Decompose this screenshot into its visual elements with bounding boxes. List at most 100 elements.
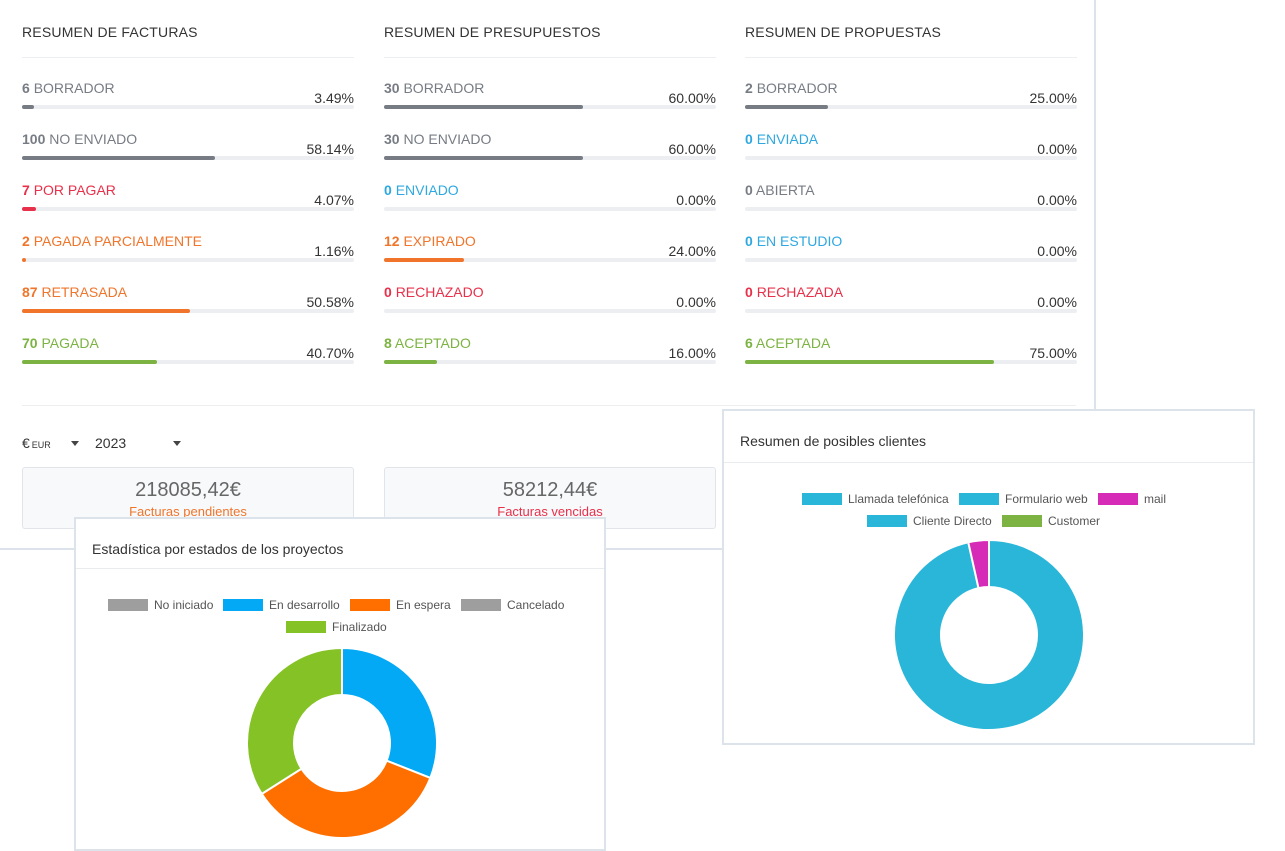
legend-item[interactable]: Customer bbox=[1002, 514, 1100, 528]
status-label: 8 ACEPTADO bbox=[384, 335, 471, 351]
status-name: ABIERTA bbox=[755, 182, 815, 198]
legend-label: Llamada telefónica bbox=[848, 492, 949, 506]
progress-track bbox=[22, 105, 354, 109]
status-row[interactable]: 0 RECHAZADA 0.00% bbox=[745, 284, 1077, 324]
legend-item[interactable]: mail bbox=[1098, 492, 1166, 506]
status-row[interactable]: 30 BORRADOR 60.00% bbox=[384, 80, 716, 120]
progress-fill bbox=[22, 105, 34, 109]
status-label: 70 PAGADA bbox=[22, 335, 99, 351]
status-label: 2 BORRADOR bbox=[745, 80, 838, 96]
progress-track bbox=[384, 207, 716, 211]
year-select[interactable]: 2023 bbox=[95, 435, 185, 451]
legend-label: Formulario web bbox=[1005, 492, 1088, 506]
status-name: RECHAZADA bbox=[756, 284, 844, 300]
status-row[interactable]: 7 POR PAGAR 4.07% bbox=[22, 182, 354, 222]
projects-donut-chart bbox=[246, 646, 438, 839]
divider bbox=[724, 462, 1253, 463]
chevron-down-icon bbox=[173, 441, 181, 446]
legend-item[interactable]: En espera bbox=[350, 598, 451, 612]
chevron-down-icon bbox=[71, 441, 79, 446]
status-row[interactable]: 0 RECHAZADO 0.00% bbox=[384, 284, 716, 324]
legend-label: Finalizado bbox=[332, 620, 387, 634]
progress-fill bbox=[22, 156, 216, 160]
status-percent: 0.00% bbox=[676, 192, 716, 208]
status-percent: 58.14% bbox=[306, 141, 354, 157]
status-name: PAGADA bbox=[41, 335, 99, 351]
donut-slice[interactable] bbox=[246, 646, 343, 796]
progress-fill bbox=[384, 258, 464, 262]
legend-label: Cliente Directo bbox=[913, 514, 992, 528]
status-row[interactable]: 12 EXPIRADO 24.00% bbox=[384, 233, 716, 273]
status-row[interactable]: 100 NO ENVIADO 58.14% bbox=[22, 131, 354, 171]
divider bbox=[384, 57, 716, 58]
status-row[interactable]: 6 ACEPTADA 75.00% bbox=[745, 335, 1077, 375]
status-row[interactable]: 87 RETRASADA 50.58% bbox=[22, 284, 354, 324]
projects-card-title: Estadística por estados de los proyectos bbox=[92, 541, 344, 557]
status-count: 6 bbox=[745, 335, 753, 351]
status-row[interactable]: 2 PAGADA PARCIALMENTE 1.16% bbox=[22, 233, 354, 273]
progress-track bbox=[384, 156, 716, 160]
legend-item[interactable]: No iniciado bbox=[108, 598, 213, 612]
legend-item[interactable]: En desarrollo bbox=[223, 598, 340, 612]
divider bbox=[745, 57, 1077, 58]
legend-label: En desarrollo bbox=[269, 598, 340, 612]
donut-slice[interactable] bbox=[893, 538, 1085, 731]
status-row[interactable]: 30 NO ENVIADO 60.00% bbox=[384, 131, 716, 171]
status-count: 7 bbox=[22, 182, 30, 198]
donut-slice[interactable] bbox=[967, 538, 990, 590]
status-row[interactable]: 6 BORRADOR 3.49% bbox=[22, 80, 354, 120]
progress-fill bbox=[22, 258, 26, 262]
pending-amount: 218085,42€ bbox=[135, 479, 241, 501]
status-name: RECHAZADO bbox=[395, 284, 484, 300]
donut-slice[interactable] bbox=[260, 759, 432, 839]
leads-card: Resumen de posibles clientes Llamada tel… bbox=[722, 409, 1255, 745]
status-row[interactable]: 8 ACEPTADO 16.00% bbox=[384, 335, 716, 375]
currency-symbol: € bbox=[22, 435, 30, 451]
status-row[interactable]: 0 ENVIADO 0.00% bbox=[384, 182, 716, 222]
status-percent: 4.07% bbox=[314, 192, 354, 208]
legend-item[interactable]: Cancelado bbox=[461, 598, 564, 612]
status-label: 87 RETRASADA bbox=[22, 284, 127, 300]
status-percent: 75.00% bbox=[1029, 345, 1077, 361]
legend-item[interactable]: Cliente Directo bbox=[867, 514, 992, 528]
status-count: 2 bbox=[745, 80, 753, 96]
dashboard-summary-panel: RESUMEN DE FACTURAS 6 BORRADOR 3.49% 100 N… bbox=[0, 0, 1096, 550]
status-label: 0 EN ESTUDIO bbox=[745, 233, 842, 249]
legend-item[interactable]: Finalizado bbox=[286, 620, 387, 634]
status-percent: 60.00% bbox=[668, 141, 716, 157]
legend-label: Customer bbox=[1048, 514, 1101, 528]
status-row[interactable]: 70 PAGADA 40.70% bbox=[22, 335, 354, 375]
legend-swatch bbox=[223, 599, 263, 611]
donut-slice[interactable] bbox=[341, 646, 438, 780]
legend-item[interactable]: Llamada telefónica bbox=[802, 492, 949, 506]
status-label: 30 NO ENVIADO bbox=[384, 131, 491, 147]
progress-fill bbox=[22, 207, 36, 211]
status-percent: 1.16% bbox=[314, 243, 354, 259]
status-percent: 0.00% bbox=[1037, 294, 1077, 310]
status-name: POR PAGAR bbox=[33, 182, 116, 198]
propuestas-title: RESUMEN DE PROPUESTAS bbox=[745, 24, 942, 40]
status-row[interactable]: 0 EN ESTUDIO 0.00% bbox=[745, 233, 1077, 273]
status-row[interactable]: 2 BORRADOR 25.00% bbox=[745, 80, 1077, 120]
status-row[interactable]: 0 ENVIADA 0.00% bbox=[745, 131, 1077, 171]
status-count: 70 bbox=[22, 335, 38, 351]
progress-track bbox=[384, 258, 716, 262]
status-percent: 16.00% bbox=[668, 345, 716, 361]
status-percent: 0.00% bbox=[676, 294, 716, 310]
legend-label: mail bbox=[1144, 492, 1167, 506]
status-row[interactable]: 0 ABIERTA 0.00% bbox=[745, 182, 1077, 222]
legend-swatch bbox=[350, 599, 390, 611]
status-count: 30 bbox=[384, 131, 400, 147]
status-label: 0 RECHAZADA bbox=[745, 284, 843, 300]
facturas-title: RESUMEN DE FACTURAS bbox=[22, 24, 198, 40]
progress-fill bbox=[384, 105, 584, 109]
divider bbox=[22, 405, 1076, 406]
status-percent: 25.00% bbox=[1029, 90, 1077, 106]
status-label: 12 EXPIRADO bbox=[384, 233, 476, 249]
currency-select[interactable]: € EUR bbox=[22, 435, 82, 451]
legend-item[interactable]: Formulario web bbox=[959, 492, 1088, 506]
progress-fill bbox=[745, 360, 994, 364]
leads-card-title: Resumen de posibles clientes bbox=[740, 433, 926, 449]
status-percent: 0.00% bbox=[1037, 141, 1077, 157]
status-name: PAGADA PARCIALMENTE bbox=[33, 233, 202, 249]
